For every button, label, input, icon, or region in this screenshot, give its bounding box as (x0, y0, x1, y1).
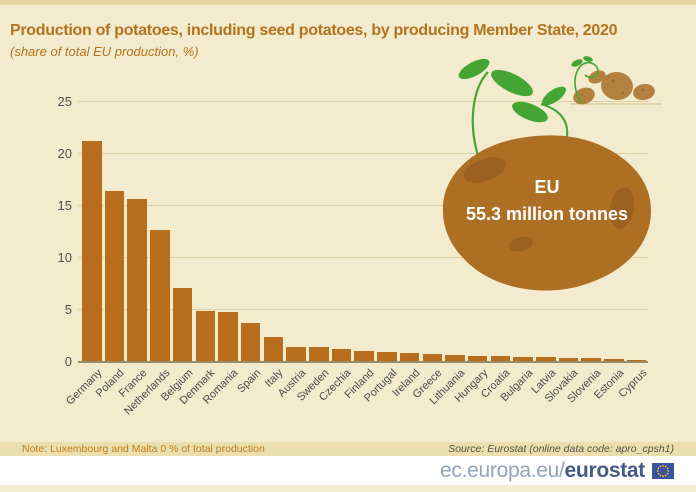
bar-greece (422, 354, 442, 362)
source-text: Source: Eurostat (online data code: apro… (448, 443, 674, 455)
eu-flag-stars (656, 464, 670, 477)
note-text: Note: Luxembourg and Malta 0 % of total … (22, 443, 265, 455)
potato-sprouts (458, 58, 569, 160)
eu-annotation: EU 55.3 million tonnes (466, 177, 628, 224)
url-prefix: ec.europa.eu/ (440, 458, 565, 482)
eu-flag-icon (652, 462, 674, 479)
gridline-20 (78, 153, 648, 154)
page-title: Production of potatoes, including seed p… (10, 22, 618, 39)
gridline-15 (78, 205, 648, 206)
bar-portugal (377, 352, 397, 362)
eurostat-url: ec.europa.eu/eurostat (440, 459, 645, 483)
bar-czechia (331, 349, 352, 362)
gridline-25 (78, 101, 648, 102)
eu-label: EU (534, 177, 559, 197)
page-subtitle: (share of total EU production, %) (10, 44, 199, 59)
bar-france (127, 199, 147, 362)
gridline-5 (78, 309, 648, 310)
bar-slovenia (581, 358, 601, 362)
potato-pile (573, 70, 655, 105)
bar-italy (263, 336, 284, 362)
bar-cyprus (626, 360, 647, 362)
big-potato (442, 135, 652, 291)
pile-sprout (571, 56, 599, 104)
bar-denmark (195, 310, 215, 362)
bar-romania (218, 311, 238, 362)
y-tick-20: 20 (57, 145, 72, 161)
y-tick-10: 10 (57, 249, 72, 265)
bar-finland (354, 351, 374, 362)
bar-lithuania (445, 355, 465, 362)
bar-netherlands (150, 230, 170, 362)
x-axis-line (78, 360, 648, 363)
bar-spain (240, 323, 261, 362)
bar-poland (104, 190, 125, 362)
y-tick-25: 25 (57, 93, 72, 109)
bar-austria (286, 346, 306, 362)
bar-bulgaria (513, 356, 533, 362)
bar-latvia (536, 357, 556, 362)
bottom-strip (0, 485, 696, 492)
bar-slovakia (558, 357, 579, 362)
branding: ec.europa.eu/eurostat (440, 456, 674, 485)
bar-belgium (172, 287, 193, 362)
url-eurostat: eurostat (564, 458, 646, 482)
bar-sweden (309, 346, 329, 362)
bar-hungary (467, 355, 488, 362)
top-accent-strip (0, 0, 696, 5)
gridline-10 (78, 257, 648, 258)
branding-strip: ec.europa.eu/eurostat (0, 456, 696, 485)
bar-estonia (604, 358, 624, 362)
note-strip: Note: Luxembourg and Malta 0 % of total … (0, 442, 696, 456)
eu-total-label: 55.3 million tonnes (466, 204, 628, 224)
y-tick-5: 5 (64, 301, 72, 317)
y-tick-0: 0 (64, 353, 72, 369)
bar-germany (82, 141, 102, 362)
bar-croatia (490, 356, 511, 362)
potato-illustration: EU 55.3 million tonnes (442, 56, 662, 291)
bar-ireland (399, 353, 420, 362)
y-tick-15: 15 (57, 197, 72, 213)
